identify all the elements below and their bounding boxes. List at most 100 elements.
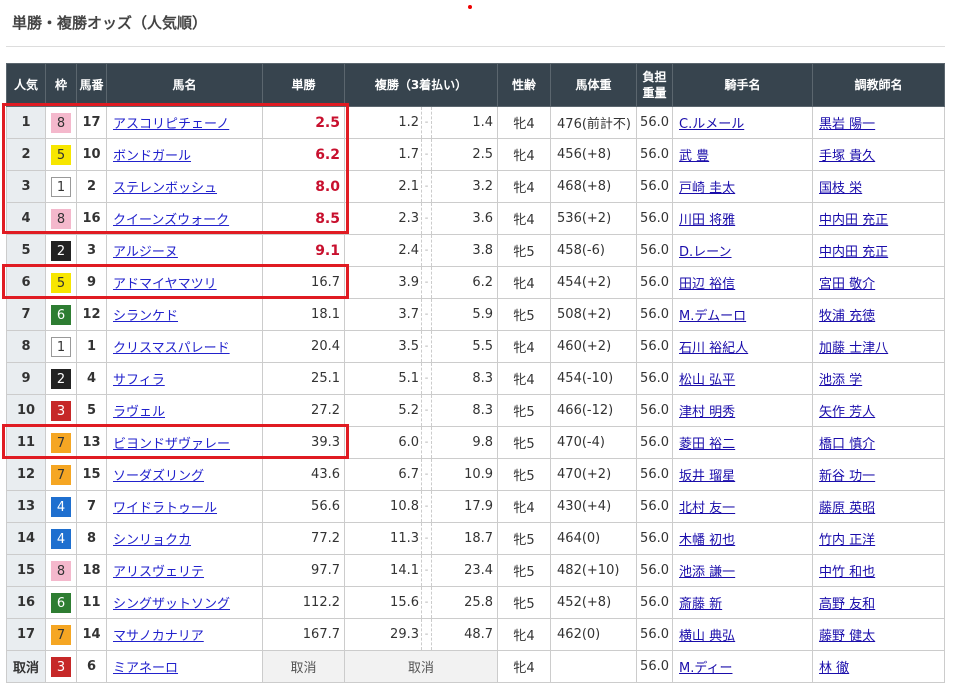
trainer-link[interactable]: 加藤 士津八 [819, 341, 889, 356]
horse-name-link[interactable]: アルジーヌ [113, 245, 178, 260]
horse-number: 11 [76, 586, 107, 619]
horse-name-link[interactable]: シンリョクカ [113, 533, 192, 548]
win-odds: 39.3 [262, 426, 345, 459]
trainer-link[interactable]: 竹内 正洋 [819, 533, 876, 548]
sex-age: 牝5 [497, 298, 552, 331]
popularity: 13 [6, 490, 46, 523]
jockey-link[interactable]: D.レーン [679, 245, 732, 260]
trainer-link[interactable]: 国枝 栄 [819, 181, 863, 196]
horse-name-link[interactable]: クイーンズウォーク [113, 213, 230, 228]
jockey-link[interactable]: M.デムーロ [679, 309, 747, 324]
header-sex-age: 性齢 [497, 63, 552, 107]
horse-name-link[interactable]: ソーダズリング [113, 469, 205, 484]
horse-name-link[interactable]: ステレンボッシュ [113, 181, 218, 196]
place-odds-high: 18.7 [431, 522, 499, 555]
body-weight: 452(+8) [550, 586, 638, 619]
popularity: 16 [6, 586, 46, 619]
frame-cell: 7 [45, 618, 77, 651]
horse-name-link[interactable]: シランケド [113, 309, 179, 324]
horse-number: 2 [76, 170, 107, 203]
trainer-link[interactable]: 宮田 敬介 [819, 277, 876, 292]
frame-badge: 8 [51, 208, 71, 229]
sex-age: 牝5 [497, 554, 552, 587]
jockey-link[interactable]: M.ディー [679, 661, 733, 676]
jockey-cell: C.ルメール [672, 106, 814, 139]
horse-name-cell: アリスヴェリテ [106, 554, 263, 587]
jockey-link[interactable]: 木幡 初也 [679, 533, 736, 548]
place-odds-low: 1.2 [344, 106, 422, 139]
sex-age: 牝4 [497, 170, 552, 203]
jockey-link[interactable]: 津村 明秀 [679, 405, 736, 420]
horse-name-link[interactable]: アリスヴェリテ [113, 565, 205, 580]
jockey-link[interactable]: C.ルメール [679, 117, 745, 132]
jockey-link[interactable]: 坂井 瑠星 [679, 469, 736, 484]
body-weight: 454(-10) [550, 362, 638, 395]
trainer-link[interactable]: 手塚 貴久 [819, 149, 876, 164]
jockey-cell: 田辺 裕信 [672, 266, 814, 299]
table-row: 17 7 14 マサノカナリア 167.7 29.3-48.7 牝4 462(0) 56.0 横山… [6, 618, 946, 651]
sex-age: 牝5 [497, 522, 552, 555]
jockey-link[interactable]: 菱田 裕二 [679, 437, 736, 452]
jockey-link[interactable]: 北村 友一 [679, 501, 736, 516]
horse-number: 4 [76, 362, 107, 395]
trainer-link[interactable]: 矢作 芳人 [819, 405, 876, 420]
win-odds: 8.5 [262, 202, 345, 235]
horse-name-link[interactable]: ミアネーロ [113, 661, 179, 676]
jockey-link[interactable]: 田辺 裕信 [679, 277, 736, 292]
load-weight: 56.0 [636, 458, 674, 491]
horse-name-link[interactable]: マサノカナリア [113, 629, 204, 644]
trainer-link[interactable]: 高野 友和 [819, 597, 876, 612]
trainer-link[interactable]: 藤野 健太 [819, 629, 876, 644]
jockey-link[interactable]: 戸崎 圭太 [679, 181, 736, 196]
trainer-cell: 高野 友和 [812, 586, 946, 619]
trainer-link[interactable]: 中内田 充正 [819, 245, 889, 260]
jockey-cell: 坂井 瑠星 [672, 458, 814, 491]
sex-age: 牝4 [497, 490, 552, 523]
horse-name-link[interactable]: クリスマスパレード [113, 341, 230, 356]
place-odds-separator: - [421, 266, 432, 299]
jockey-link[interactable]: 松山 弘平 [679, 373, 736, 388]
jockey-link[interactable]: 斎藤 新 [679, 597, 723, 612]
horse-name-cell: アルジーヌ [106, 234, 263, 267]
trainer-link[interactable]: 黒岩 陽一 [819, 117, 876, 132]
horse-name-link[interactable]: アドマイヤマツリ [113, 277, 217, 292]
trainer-cell: 加藤 士津八 [812, 330, 946, 363]
trainer-link[interactable]: 中竹 和也 [819, 565, 876, 580]
frame-badge: 5 [51, 144, 71, 165]
body-weight [550, 650, 638, 683]
popularity: 6 [6, 266, 46, 299]
jockey-link[interactable]: 横山 典弘 [679, 629, 736, 644]
trainer-link[interactable]: 藤原 英昭 [819, 501, 876, 516]
horse-name-link[interactable]: ボンドガール [113, 149, 192, 164]
horse-number: 16 [76, 202, 107, 235]
jockey-link[interactable]: 武 豊 [679, 149, 710, 164]
horse-name-link[interactable]: ラヴェル [113, 405, 166, 420]
trainer-link[interactable]: 林 徹 [819, 661, 850, 676]
horse-name-link[interactable]: シングザットソング [113, 597, 231, 612]
horse-name-link[interactable]: サフィラ [113, 373, 165, 388]
jockey-link[interactable]: 池添 謙一 [679, 565, 736, 580]
sex-age: 牝4 [497, 106, 552, 139]
place-odds-low: 2.3 [344, 202, 422, 235]
trainer-link[interactable]: 牧浦 充徳 [819, 309, 876, 324]
horse-name-link[interactable]: ビヨンドザヴァレー [113, 437, 231, 452]
frame-cell: 7 [45, 458, 77, 491]
table-row: 6 5 9 アドマイヤマツリ 16.7 3.9-6.2 牝4 454(+2) 56.0 田辺 裕信… [6, 266, 946, 299]
place-odds-low: 2.1 [344, 170, 422, 203]
horse-name-link[interactable]: アスコリピチェーノ [113, 117, 230, 132]
body-weight: 458(-6) [550, 234, 638, 267]
load-weight: 56.0 [636, 522, 674, 555]
trainer-link[interactable]: 橋口 慎介 [819, 437, 876, 452]
frame-cell: 6 [45, 586, 77, 619]
jockey-link[interactable]: 川田 将雅 [679, 213, 736, 228]
trainer-cell: 林 徹 [812, 650, 946, 683]
trainer-link[interactable]: 池添 学 [819, 373, 863, 388]
trainer-link[interactable]: 中内田 充正 [819, 213, 889, 228]
win-odds: 25.1 [262, 362, 345, 395]
jockey-link[interactable]: 石川 裕紀人 [679, 341, 749, 356]
horse-name-link[interactable]: ワイドラトゥール [113, 501, 218, 516]
trainer-link[interactable]: 新谷 功一 [819, 469, 876, 484]
place-odds-high: 25.8 [431, 586, 499, 619]
popularity: 4 [6, 202, 46, 235]
load-weight: 56.0 [636, 490, 674, 523]
